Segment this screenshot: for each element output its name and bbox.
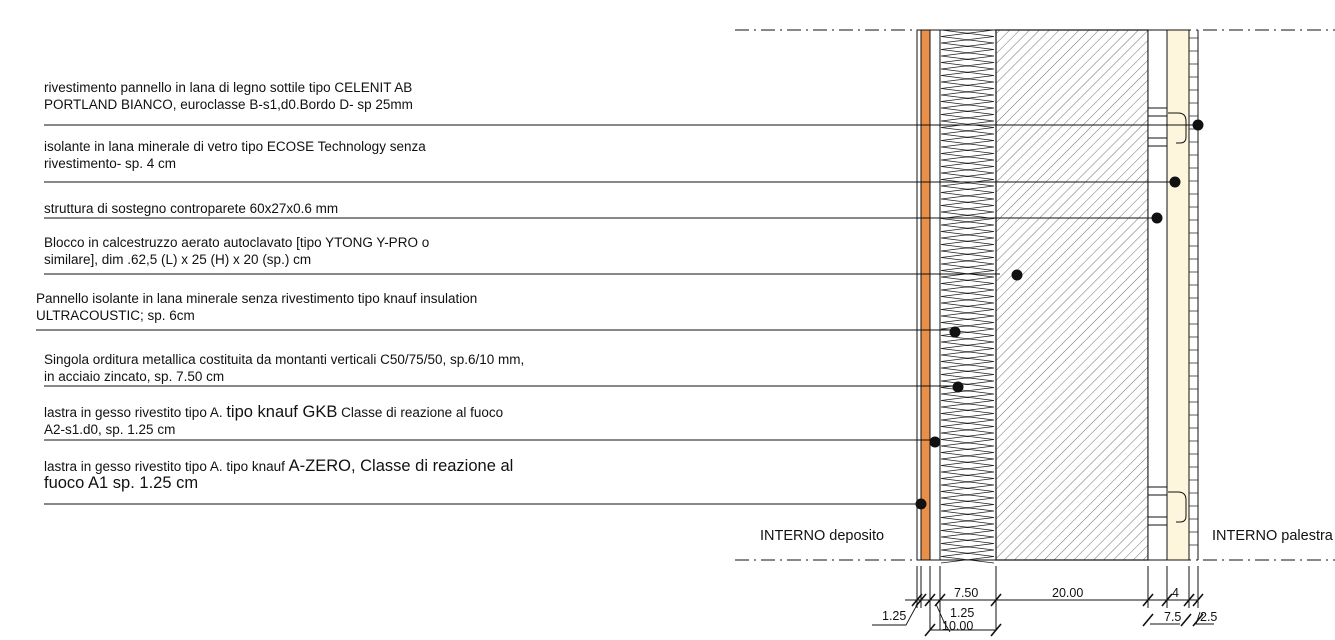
cavity-layer	[1147, 29, 1168, 561]
metal-stud-layer	[929, 29, 941, 561]
legend-text-part: lastra in gesso rivestito tipo A.	[44, 405, 227, 420]
legend-struttura: struttura di sostegno controparete 60x27…	[44, 200, 338, 217]
leader-lines	[36, 119, 1204, 510]
legend-ytong: Blocco in calcestruzzo aerato autoclavat…	[44, 234, 429, 268]
legend-text: Singola orditura metallica costituita da…	[44, 352, 525, 367]
label-interior-left: INTERNO deposito	[760, 528, 885, 544]
dimension-chain	[905, 566, 1199, 631]
leader-ultracoustic-dot	[949, 326, 961, 338]
legend-text-part: Classe di reazione al fuoco	[337, 405, 504, 420]
leader-celenit-dot	[1192, 119, 1204, 131]
legend-text: similare], dim .62,5 (L) x 25 (H) x 20 (…	[44, 252, 312, 267]
legend-text: isolante in lana minerale di vetro tipo …	[44, 139, 426, 154]
dim-ultracoustic: 7.50	[954, 586, 978, 600]
legend-text: Blocco in calcestruzzo aerato autoclavat…	[44, 235, 430, 250]
leader-azero-dot	[915, 498, 927, 510]
legend-gkb: lastra in gesso rivestito tipo A. tipo k…	[44, 404, 503, 438]
legend-text: A2-s1.d0, sp. 1.25 cm	[44, 422, 176, 437]
legend-text-part: A-ZERO, Classe di reazione al	[288, 457, 514, 475]
dimension-ticks	[911, 593, 1204, 637]
leader-ytong-dot	[1011, 269, 1023, 281]
insulation-ultracoustic-layer	[939, 29, 997, 561]
leader-orditura-dot	[952, 381, 964, 393]
legend-text-part: tipo knauf GKB	[226, 403, 338, 421]
legend-celenit: rivestimento pannello in lana di legno s…	[44, 79, 413, 113]
dim-total-left: 10.00	[942, 619, 973, 633]
legend-text: lastra in gesso rivestito tipo A. tipo k…	[44, 404, 503, 421]
dim-cavity: 7.5	[1164, 610, 1181, 624]
celenit-panel-ticks	[1189, 37, 1198, 546]
celenit-panel-layer	[1166, 29, 1190, 561]
legend-text: PORTLAND BIANCO, euroclasse B-s1,d0.Bord…	[44, 97, 413, 112]
dimension-leaders	[872, 602, 1214, 633]
legend-text: in acciaio zincato, sp. 7.50 cm	[44, 369, 225, 384]
legend-text: Pannello isolante in lana minerale senza…	[36, 291, 478, 306]
legend-text: rivestimento pannello in lana di legno s…	[44, 80, 413, 95]
legend-ultracoustic: Pannello isolante in lana minerale senza…	[36, 290, 477, 324]
legend-text: lastra in gesso rivestito tipo A. tipo k…	[44, 458, 513, 475]
dim-ecose: 4	[1172, 586, 1179, 600]
support-profile-bottom	[1147, 486, 1187, 526]
dim-celenit: 2.5	[1200, 610, 1217, 624]
legend-text: fuoco A1 sp. 1.25 cm	[44, 474, 199, 492]
legend-text-part: lastra in gesso rivestito tipo A. tipo k…	[44, 459, 289, 474]
gypsum-board-gkb	[920, 29, 931, 561]
legend-text: struttura di sostegno controparete 60x27…	[44, 201, 339, 216]
leader-ecose-dot	[1169, 176, 1181, 188]
support-profile-top	[1147, 107, 1187, 147]
legend-orditura: Singola orditura metallica costituita da…	[44, 351, 524, 385]
dim-aac-block: 20.00	[1052, 586, 1083, 600]
dim-azero: 1.25	[882, 609, 906, 623]
legend-text: ULTRACOUSTIC; sp. 6cm	[36, 308, 195, 323]
legend-ecose: isolante in lana minerale di vetro tipo …	[44, 138, 426, 172]
dim-gkb: 1.25	[950, 606, 974, 620]
gypsum-board-azero	[916, 29, 922, 561]
aac-block-layer	[995, 29, 1149, 561]
leader-struttura-dot	[1151, 212, 1163, 224]
insulation-pattern	[940, 29, 995, 564]
leader-gkb-dot	[929, 436, 941, 448]
legend-azero: lastra in gesso rivestito tipo A. tipo k…	[44, 458, 513, 492]
label-interior-right: INTERNO palestra	[1212, 528, 1333, 544]
legend-text: rivestimento- sp. 4 cm	[44, 156, 177, 171]
